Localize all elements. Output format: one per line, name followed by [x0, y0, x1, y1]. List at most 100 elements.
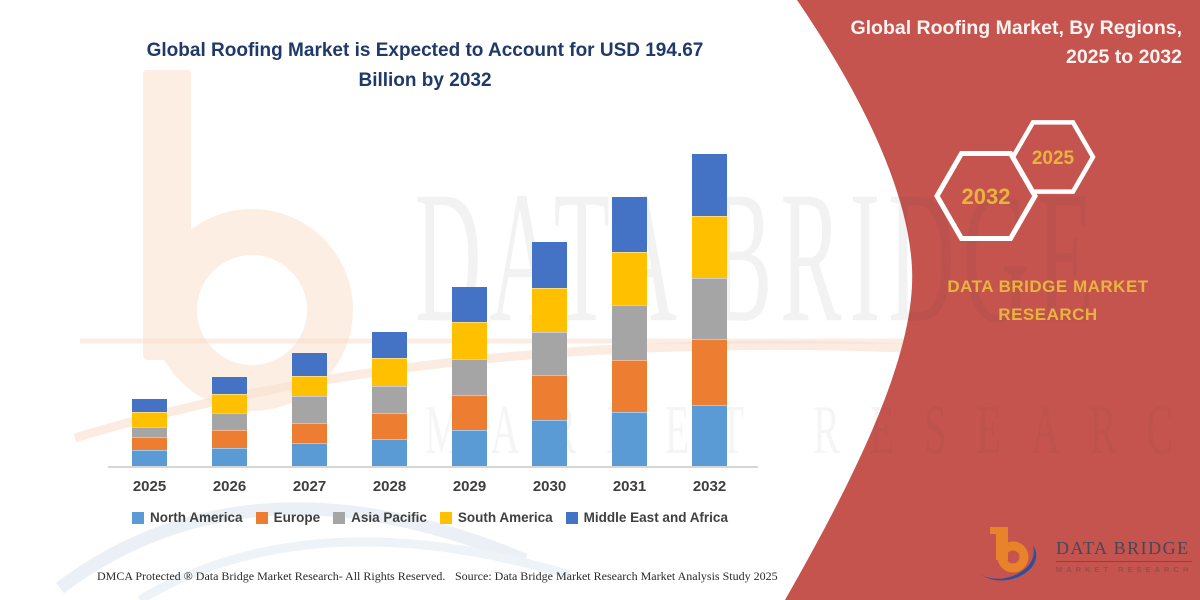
bar-segment-south-america — [692, 215, 727, 279]
legend-swatch — [333, 511, 346, 524]
logo-subtitle: MARKET RESEARCH — [1056, 565, 1193, 574]
brand-line1: DATA BRIDGE MARKET — [947, 277, 1149, 296]
legend-item-europe: Europe — [255, 510, 320, 525]
bar-segment-europe — [692, 339, 727, 405]
x-axis-label-2026: 2026 — [212, 478, 247, 495]
legend-swatch — [565, 511, 578, 524]
bar-segment-asia-pacific — [532, 331, 567, 375]
x-axis-line — [108, 466, 758, 468]
chart-title-line1: Global Roofing Market is Expected to Acc… — [146, 40, 704, 61]
bar-segment-middle-east-and-africa — [372, 331, 407, 358]
bar-segment-asia-pacific — [612, 304, 647, 360]
legend: North America Europe Asia Pacific South Ame… — [60, 510, 800, 525]
bar-2031 — [612, 197, 647, 466]
bar-segment-middle-east-and-africa — [212, 376, 247, 395]
bar-segment-middle-east-and-africa — [532, 242, 567, 288]
bar-segment-south-america — [212, 394, 247, 414]
x-axis-label-2027: 2027 — [292, 478, 327, 495]
watermark-swoosh-gray-2 — [137, 537, 572, 600]
panel-title: Global Roofing Market, By Regions, 2025 … — [830, 14, 1182, 72]
legend-label: Asia Pacific — [351, 510, 427, 525]
bar-segment-south-america — [372, 357, 407, 386]
bar-segment-north-america — [372, 439, 407, 466]
legend-item-middle-east-and-africa: Middle East and Africa — [565, 510, 728, 525]
bar-segment-asia-pacific — [692, 278, 727, 340]
bar-2029 — [452, 287, 487, 466]
bar-segment-asia-pacific — [372, 386, 407, 414]
x-axis-label-2029: 2029 — [452, 478, 487, 495]
x-axis-label-2025: 2025 — [132, 478, 167, 495]
watermark-swoosh-gray-1 — [56, 502, 528, 594]
logo-b-hook — [990, 527, 1000, 534]
chart-title-line2: Billion by 2032 — [358, 70, 492, 91]
brand-wordmark: DATA BRIDGE MARKET RESEARCH — [918, 273, 1178, 329]
legend-item-south-america: South America — [439, 510, 553, 525]
legend-swatch — [255, 511, 268, 524]
logo-swoosh — [980, 546, 1037, 581]
x-axis-label-2030: 2030 — [532, 478, 567, 495]
legend-item-north-america: North America — [132, 510, 243, 525]
x-axis-label-2028: 2028 — [372, 478, 407, 495]
legend-label: North America — [150, 510, 243, 525]
hexagon-2032-label: 2032 — [962, 184, 1011, 209]
bar-segment-europe — [612, 359, 647, 412]
legend-label: Middle East and Africa — [583, 510, 728, 525]
panel-title-line1: Global Roofing Market, By Regions, — [850, 17, 1182, 39]
bar-segment-south-america — [452, 321, 487, 359]
logo-texts: DATA BRIDGE MARKET RESEARCH — [1056, 538, 1193, 574]
logo-b-bowl — [997, 541, 1029, 573]
bar-segment-middle-east-and-africa — [132, 399, 167, 412]
bar-2025 — [132, 399, 167, 466]
bar-segment-middle-east-and-africa — [612, 197, 647, 252]
footer-copyright: DMCA Protected ® Data Bridge Market Rese… — [97, 569, 446, 583]
bar-segment-north-america — [612, 411, 647, 466]
bar-segment-asia-pacific — [132, 426, 167, 437]
bar-segment-middle-east-and-africa — [692, 154, 727, 216]
bar-segment-south-america — [292, 375, 327, 396]
bar-2032 — [692, 154, 727, 466]
bar-segment-south-america — [132, 411, 167, 427]
footer-source: Source: Data Bridge Market Research Mark… — [455, 569, 778, 583]
bar-segment-asia-pacific — [212, 413, 247, 431]
legend-label: South America — [457, 510, 553, 525]
panel-title-line2: 2025 to 2032 — [1065, 46, 1182, 68]
bar-segment-south-america — [532, 287, 567, 332]
bar-segment-asia-pacific — [292, 395, 327, 424]
chart-title: Global Roofing Market is Expected to Acc… — [50, 36, 800, 96]
bar-segment-north-america — [532, 419, 567, 466]
bar-2027 — [292, 353, 327, 466]
legend-item-asia-pacific: Asia Pacific — [333, 510, 427, 525]
bar-2028 — [372, 331, 407, 466]
logo-name: DATA BRIDGE — [1056, 538, 1193, 562]
watermark-b-bowl-shape — [151, 209, 353, 411]
watermark-big-text: DATA BRIDGE — [415, 152, 1102, 362]
bar-2030 — [532, 242, 567, 466]
red-panel-shape — [785, 0, 1200, 600]
legend-swatch — [439, 511, 452, 524]
bar-segment-north-america — [452, 429, 487, 466]
bar-segment-north-america — [692, 404, 727, 466]
bar-segment-middle-east-and-africa — [292, 353, 327, 376]
hexagon-2032-badge — [934, 151, 1038, 241]
data-bridge-logo-icon — [980, 527, 1037, 581]
x-axis-label-2032: 2032 — [692, 478, 727, 495]
bar-segment-europe — [452, 394, 487, 430]
bar-segment-europe — [292, 423, 327, 444]
bar-segment-north-america — [212, 448, 247, 466]
bar-segment-north-america — [132, 449, 167, 466]
x-axis-label-2031: 2031 — [612, 478, 647, 495]
brand-line2: RESEARCH — [998, 305, 1098, 324]
legend-swatch — [132, 511, 145, 524]
hexagon-2025-badge — [1010, 120, 1096, 194]
company-logo: DATA BRIDGE MARKET RESEARCH — [976, 520, 1193, 592]
bar-segment-middle-east-and-africa — [452, 287, 487, 322]
bar-segment-europe — [132, 436, 167, 450]
bar-segment-asia-pacific — [452, 358, 487, 395]
bar-segment-europe — [372, 413, 407, 440]
bar-segment-north-america — [292, 443, 327, 466]
bar-segment-europe — [532, 374, 567, 420]
